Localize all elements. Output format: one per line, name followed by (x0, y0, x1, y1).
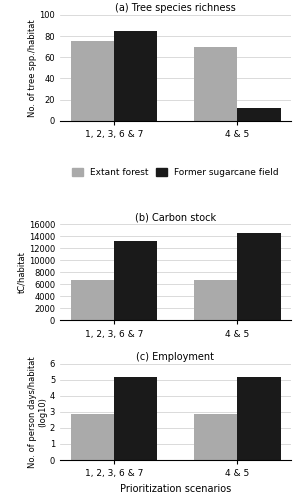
X-axis label: Prioritization scenarios: Prioritization scenarios (120, 484, 231, 494)
Bar (237, 234, 280, 320)
Bar (70, 280, 114, 320)
Bar (114, 31, 157, 121)
Bar (70, 42, 114, 121)
Bar (70, 414, 114, 460)
Y-axis label: No. of tree spp./habitat: No. of tree spp./habitat (28, 19, 37, 116)
Title: (b) Carbon stock: (b) Carbon stock (135, 212, 216, 222)
Bar (114, 376, 157, 460)
Bar (194, 414, 237, 460)
Bar (194, 46, 237, 121)
Bar (237, 108, 280, 121)
Bar (114, 241, 157, 320)
Legend: Extant forest, Former sugarcane field: Extant forest, Former sugarcane field (72, 168, 279, 177)
Bar (237, 376, 280, 460)
Title: (c) Employment: (c) Employment (136, 352, 214, 362)
Y-axis label: No. of person days/habitat
(log10): No. of person days/habitat (log10) (28, 356, 47, 468)
Title: (a) Tree species richness: (a) Tree species richness (115, 3, 236, 13)
Bar (194, 280, 237, 320)
Y-axis label: tC/habitat: tC/habitat (17, 252, 26, 294)
